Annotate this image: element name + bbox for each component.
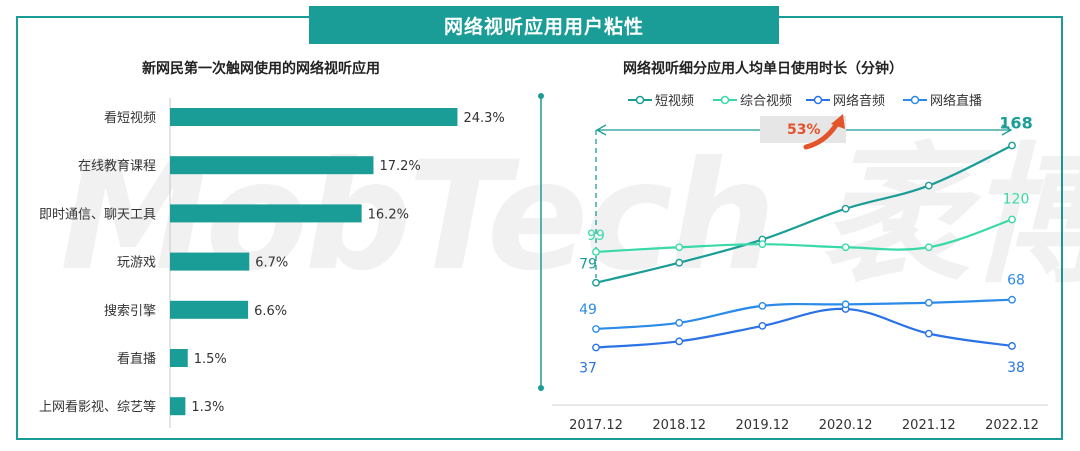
point-label: 37 — [579, 361, 597, 377]
data-point — [924, 181, 933, 190]
bar — [170, 156, 374, 175]
x-tick-label: 2022.12 — [985, 418, 1039, 433]
data-point — [924, 329, 933, 338]
bar-category-label: 搜索引擎 — [104, 304, 156, 319]
bar — [170, 204, 362, 223]
point-label: 168 — [999, 113, 1032, 132]
bar-value-label: 24.3% — [463, 111, 504, 126]
data-point — [675, 258, 684, 267]
data-point — [675, 243, 684, 252]
data-point — [1008, 215, 1016, 224]
bar-category-label: 上网看影视、综艺等 — [39, 399, 156, 415]
data-point — [675, 337, 684, 346]
series-line — [595, 144, 1013, 284]
data-point — [758, 301, 767, 310]
x-tick-label: 2018.12 — [652, 418, 706, 433]
bar-category-label: 即时通信、聊天工具 — [39, 207, 156, 222]
bar-category-label: 看直播 — [117, 351, 156, 367]
divider-end-dot — [538, 93, 544, 99]
legend-marker — [813, 95, 823, 105]
page-title: 网络视听应用用户粘性 — [309, 6, 779, 44]
bar — [170, 349, 188, 367]
bar-value-label: 6.6% — [254, 304, 287, 319]
data-point — [924, 243, 933, 252]
data-point — [924, 298, 933, 307]
bar-value-label: 16.2% — [368, 207, 409, 222]
growth-arrow-head — [595, 124, 607, 136]
bar-category-label: 玩游戏 — [117, 256, 156, 271]
legend-marker — [910, 95, 920, 105]
bar — [170, 252, 250, 271]
bar — [170, 397, 186, 416]
data-point — [592, 247, 600, 256]
point-label: 79 — [579, 257, 597, 273]
bar-category-label: 看短视频 — [104, 110, 156, 126]
data-point — [841, 243, 850, 252]
data-point — [1008, 141, 1016, 150]
x-tick-label: 2020.12 — [819, 418, 873, 433]
line-chart-title: 网络视听细分应用人均单日使用时长（分钟） — [623, 61, 903, 77]
x-tick-label: 2019.12 — [736, 418, 790, 433]
data-point — [841, 300, 850, 309]
growth-label: 53% — [787, 122, 821, 138]
point-label: 120 — [1003, 192, 1030, 208]
series-line — [595, 307, 1013, 349]
growth-arrow-head — [1001, 124, 1013, 136]
series-line — [595, 298, 1013, 331]
divider-end-dot — [538, 385, 544, 391]
data-point — [592, 278, 600, 287]
data-point — [592, 325, 600, 333]
point-label: 49 — [579, 302, 597, 318]
bar-chart-title: 新网民第一次触网使用的网络视听应用 — [142, 61, 380, 77]
bar-value-label: 17.2% — [379, 159, 420, 174]
data-point — [758, 322, 767, 330]
bar-value-label: 1.5% — [194, 352, 227, 367]
data-point — [592, 343, 600, 352]
data-point — [1008, 342, 1016, 350]
bar-category-label: 在线教育课程 — [78, 158, 156, 174]
legend-label: 网络直播 — [930, 93, 982, 109]
data-point — [841, 204, 850, 213]
x-tick-label: 2017.12 — [569, 418, 623, 433]
data-point — [675, 318, 684, 327]
legend-label: 综合视频 — [740, 94, 792, 109]
point-label: 99 — [587, 228, 605, 244]
data-point — [758, 240, 767, 249]
bar-value-label: 1.3% — [191, 400, 224, 415]
bar-value-label: 6.7% — [255, 256, 288, 271]
series-line — [595, 218, 1013, 253]
x-tick-label: 2021.12 — [902, 418, 956, 433]
growth-arrow-head — [831, 114, 845, 129]
legend-marker — [720, 95, 730, 105]
bar — [170, 300, 249, 319]
legend-marker — [635, 95, 645, 105]
legend-label: 网络音频 — [833, 93, 885, 109]
legend-label: 短视频 — [655, 94, 694, 109]
point-label: 68 — [1007, 273, 1025, 289]
bar-chart: 看短视频 24.3% 在线教育课程 17.2% 即时通信、聊天工具 16.2% 玩游戏 6.7… — [39, 98, 505, 428]
data-point — [1008, 295, 1016, 304]
bar — [170, 108, 458, 126]
point-label: 38 — [1007, 360, 1025, 376]
